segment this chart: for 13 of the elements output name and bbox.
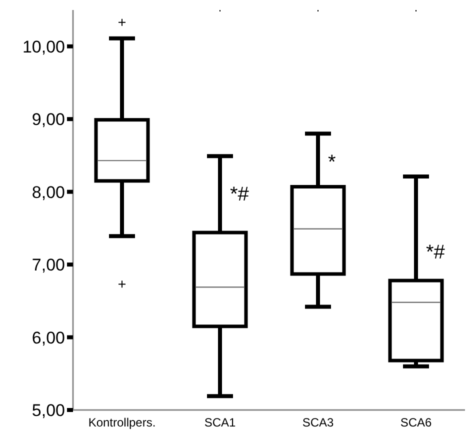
annotation: * xyxy=(328,151,336,174)
y-tick-label: 7,00 xyxy=(32,256,65,275)
annotation: *# xyxy=(426,241,446,264)
y-tick-label: 9,00 xyxy=(32,110,65,130)
y-tick-label: 10,00 xyxy=(22,37,65,56)
annotation: *# xyxy=(230,183,250,206)
x-tick-label: SCA1 xyxy=(204,416,236,430)
x-tick-label: SCA3 xyxy=(302,416,334,430)
x-tick-label: SCA6 xyxy=(400,416,432,430)
x-tick-label: Kontrollpers. xyxy=(88,416,156,430)
y-tick-label: 6,00 xyxy=(32,328,65,348)
y-tick-label: 5,00 xyxy=(32,401,65,420)
y-tick-label: 8,00 xyxy=(32,182,65,202)
